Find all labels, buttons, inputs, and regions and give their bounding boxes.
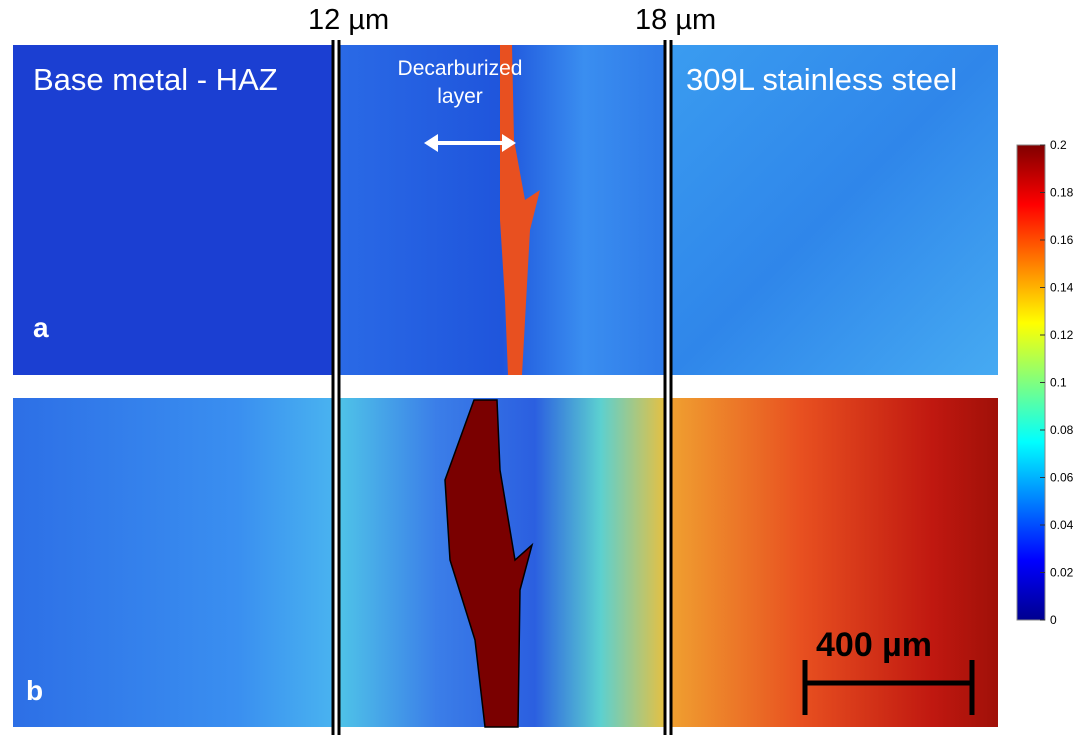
panel-label: a: [33, 312, 49, 343]
scale-bar-label: 400 µm: [816, 626, 932, 664]
region-label: Base metal - HAZ: [33, 62, 278, 97]
colorbar-tick-label: 0.18: [1050, 186, 1074, 200]
colorbar-tick-label: 0.06: [1050, 471, 1074, 485]
map-region: [13, 398, 334, 727]
map-region: [670, 398, 998, 727]
region-label: Decarburized layer: [397, 57, 523, 108]
panel-b: [13, 398, 998, 728]
colorbar-tick-label: 0: [1050, 613, 1057, 627]
colorbar-tick-label: 0.2: [1050, 138, 1067, 152]
colorbar-tick-label: 0.12: [1050, 328, 1074, 342]
colorbar-tick-label: 0.02: [1050, 566, 1074, 580]
colorbar-tick-label: 0.1: [1050, 376, 1067, 390]
decarburized-layer: [444, 399, 534, 728]
panel-label: b: [26, 675, 44, 706]
colorbar-tick-label: 0.14: [1050, 281, 1074, 295]
panel-a: [13, 45, 998, 375]
decarburized-layer: [500, 45, 540, 375]
map-region: [670, 45, 998, 375]
region-label: 309L stainless steel: [686, 62, 958, 97]
boundary-label: 12 µm: [308, 4, 390, 36]
colorbar-tick-label: 0.16: [1050, 233, 1074, 247]
boundary-lines: [331, 40, 673, 735]
colorbar-tick-label: 0.04: [1050, 518, 1074, 532]
colorbar-tick-label: 0.08: [1050, 423, 1074, 437]
boundary-label: 18 µm: [635, 4, 717, 36]
map-region: [13, 45, 334, 375]
